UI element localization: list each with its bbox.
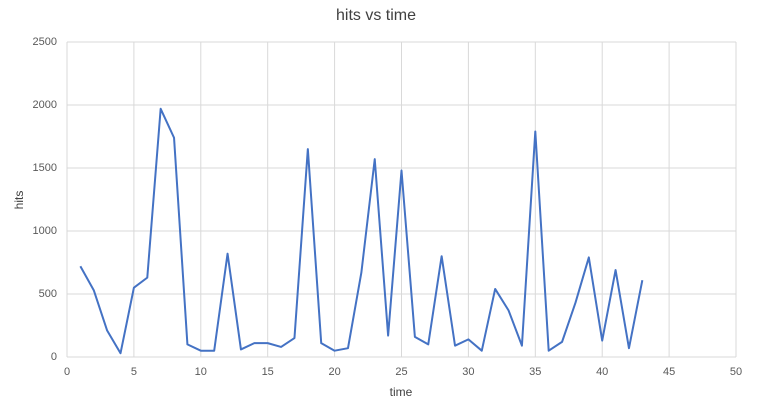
chart-title: hits vs time — [336, 7, 416, 24]
y-axis-title: hits — [12, 191, 26, 210]
x-tick-label: 50 — [730, 366, 742, 378]
y-tick-label: 1000 — [33, 225, 57, 237]
x-tick-label: 40 — [596, 366, 608, 378]
x-tick-label: 20 — [328, 366, 340, 378]
y-tick-label: 2500 — [33, 36, 57, 48]
x-tick-label: 5 — [131, 366, 137, 378]
x-axis-title: time — [390, 385, 413, 399]
x-tick-label: 15 — [262, 366, 274, 378]
x-tick-label: 0 — [64, 366, 70, 378]
x-tick-label: 10 — [195, 366, 207, 378]
x-tick-label: 45 — [663, 366, 675, 378]
x-tick-label: 35 — [529, 366, 541, 378]
y-tick-label: 2000 — [33, 99, 57, 111]
y-tick-label: 1500 — [33, 162, 57, 174]
x-tick-label: 25 — [395, 366, 407, 378]
y-tick-label: 0 — [51, 351, 57, 363]
y-tick-label: 500 — [39, 288, 57, 300]
data-line — [79, 107, 644, 355]
x-tick-label: 30 — [462, 366, 474, 378]
